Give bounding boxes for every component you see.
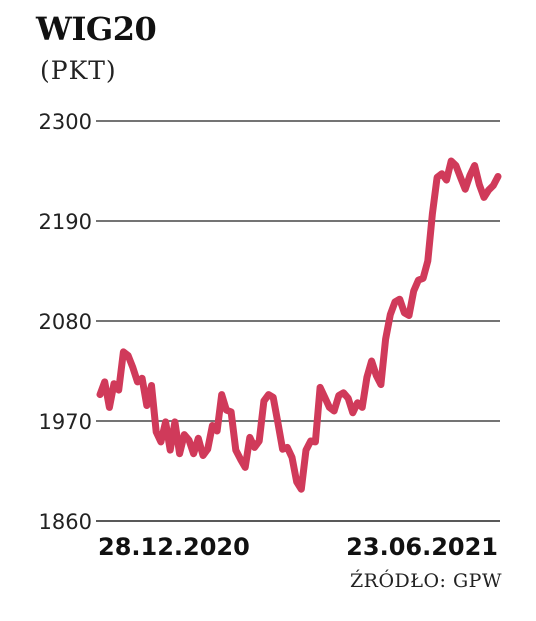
y-axis-ticks: 2300 2190 2080 1970 1860 — [39, 110, 92, 534]
unit-label: (PKT) — [40, 56, 117, 85]
chart-title: WIG20 — [36, 10, 157, 48]
y-tick-label: 1970 — [39, 410, 92, 434]
x-tick-label: 23.06.2021 — [346, 533, 498, 561]
x-tick-label: 28.12.2020 — [98, 533, 250, 561]
plot-area — [96, 157, 502, 493]
y-tick-label: 2190 — [39, 210, 92, 234]
y-tick-label: 1860 — [39, 510, 92, 534]
source-label: ŹRÓDŁO: GPW — [349, 570, 502, 592]
y-tick-label: 2300 — [39, 110, 92, 134]
y-tick-label: 2080 — [39, 310, 92, 334]
x-axis-ticks: 28.12.2020 23.06.2021 — [98, 533, 498, 561]
series-line — [96, 157, 502, 493]
